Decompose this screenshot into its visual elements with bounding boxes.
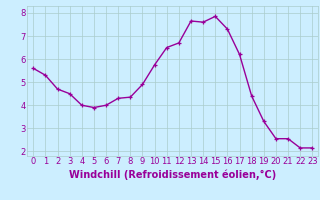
X-axis label: Windchill (Refroidissement éolien,°C): Windchill (Refroidissement éolien,°C) — [69, 169, 276, 180]
